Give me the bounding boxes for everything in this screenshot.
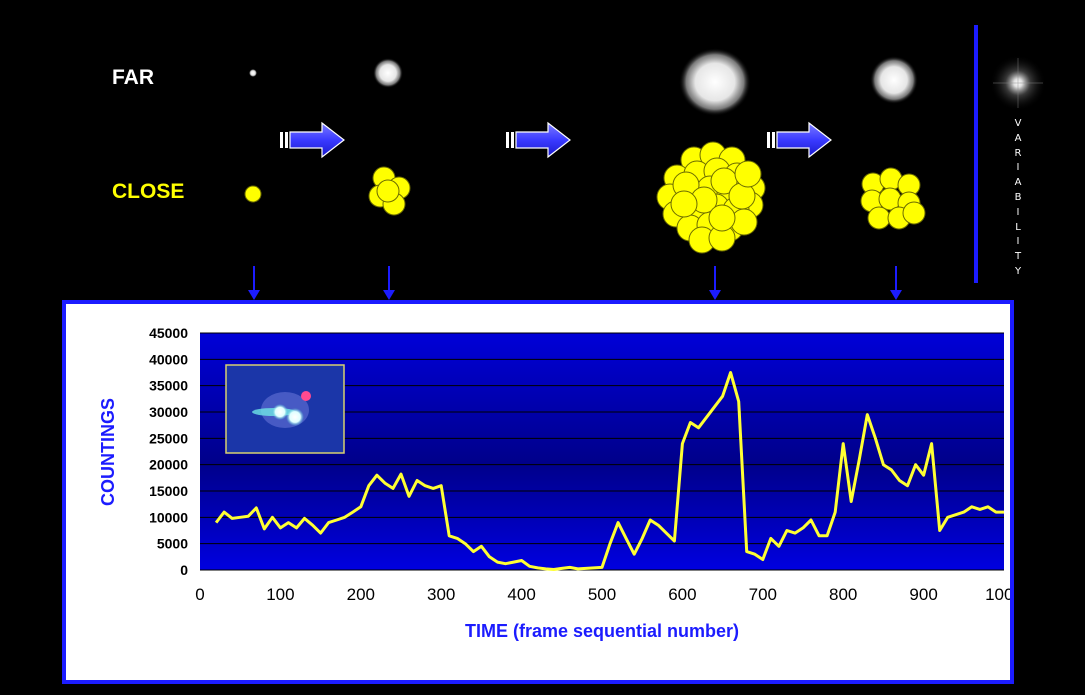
x-tick-label: 600 [668,585,696,604]
x-tick-label: 1000 [985,585,1010,604]
arrows [280,121,832,159]
cell [734,160,762,188]
x-tick-label: 200 [347,585,375,604]
variability-letter: A [1014,132,1022,144]
x-tick-label: 900 [909,585,937,604]
inset-image [225,364,345,454]
y-tick-label: 10000 [149,509,188,525]
far-label: FAR [112,66,154,89]
y-tick-label: 25000 [149,430,188,446]
variability-letter: T [1014,251,1022,263]
x-axis-title: TIME (frame sequential number) [465,621,739,641]
variability-letter: I [1016,236,1020,248]
progress-arrow-icon [280,121,345,159]
far-blob-4 [870,56,918,104]
down-arrow-icon [890,266,902,300]
close-label: CLOSE [112,180,185,203]
down-arrow-icon [248,266,260,300]
variability-letter: R [1014,147,1022,159]
y-tick-labels: 0 5000 10000 15000 20000 25000 30000 35000 40000… [149,325,188,578]
progress-arrow-icon [767,121,832,159]
far-blob-3 [679,48,751,116]
x-tick-label: 500 [588,585,616,604]
cell [670,190,698,218]
cell [730,208,758,236]
y-tick-label: 40000 [149,351,188,367]
pointer-arrows [248,266,902,300]
x-tick-label: 700 [749,585,777,604]
variability-letter: Y [1014,266,1022,277]
variability-star-icon [990,55,1046,111]
far-blob-2 [373,58,403,88]
x-tick-label: 0 [195,585,204,604]
x-tick-label: 300 [427,585,455,604]
x-tick-labels: 0 100 200 300 400 500 600 700 800 900 1000 [195,585,1023,604]
x-tick-label: 400 [507,585,535,604]
series-line [214,371,1004,571]
x-tick-label: 800 [829,585,857,604]
y-tick-label: 45000 [149,325,188,341]
variability-letter: B [1014,192,1022,203]
down-arrow-icon [383,266,395,300]
variability-letter: I [1016,162,1020,174]
far-blob-1 [249,69,257,77]
y-tick-label: 5000 [157,536,188,552]
x-tick-label: 100 [266,585,294,604]
variability-letter: I [1016,206,1020,218]
cell [902,201,926,225]
y-tick-label: 20000 [149,457,188,473]
y-axis-title: COUNTINGS [98,398,118,506]
y-tick-label: 30000 [149,404,188,420]
y-tick-label: 35000 [149,378,188,394]
variability-letter: V [1014,118,1022,129]
cell [244,185,262,203]
chart-panel: 0 5000 10000 15000 20000 25000 30000 35000 40000… [62,300,1023,684]
variability-letter: L [1015,221,1021,233]
close-clusters [244,141,926,254]
progress-arrow-icon [506,121,571,159]
line-chart: 0500010000150002000025000300003500040000… [98,325,1023,641]
down-arrow-icon [709,266,721,300]
y-tick-label: 0 [180,562,188,578]
far-blobs [249,48,918,116]
cell [867,206,891,230]
y-tick-label: 15000 [149,483,188,499]
cell [708,204,736,232]
variability-letter: A [1014,177,1022,189]
cell [376,179,400,203]
